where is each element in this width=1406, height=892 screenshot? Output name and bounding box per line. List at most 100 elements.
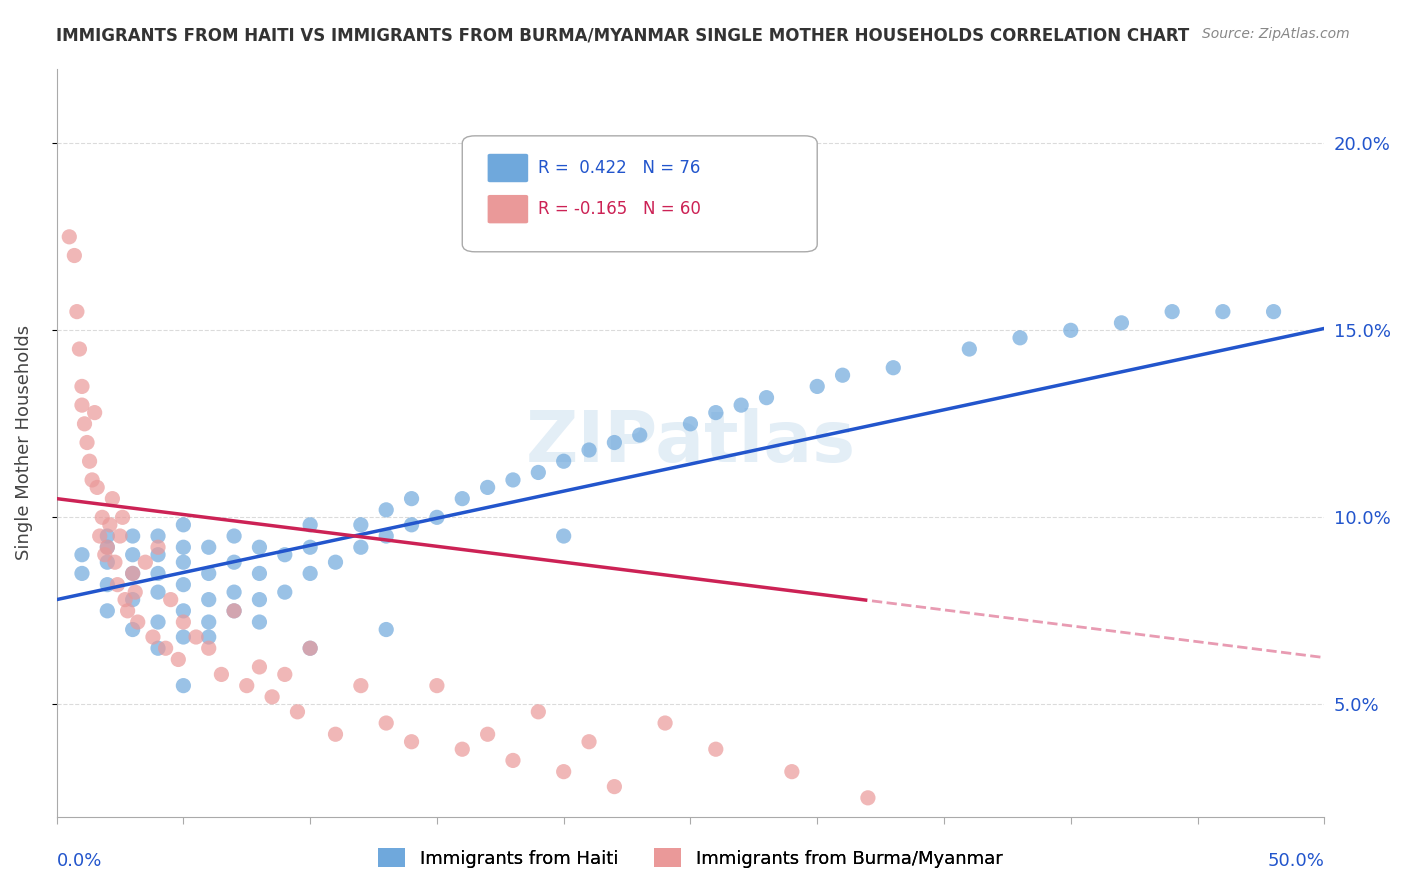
Text: R =  0.422   N = 76: R = 0.422 N = 76 <box>538 159 700 177</box>
Point <box>299 566 322 581</box>
Point <box>172 517 194 532</box>
Point <box>172 541 194 555</box>
Point <box>299 641 322 656</box>
Point <box>1212 304 1234 318</box>
Point <box>426 679 449 693</box>
Point <box>350 517 373 532</box>
Point <box>222 555 245 569</box>
Point <box>236 679 259 693</box>
Point <box>603 780 626 794</box>
Point <box>222 585 245 599</box>
FancyBboxPatch shape <box>488 153 529 182</box>
Point <box>477 727 499 741</box>
Point <box>70 398 93 412</box>
Point <box>184 630 207 644</box>
Text: ZIPatlas: ZIPatlas <box>526 408 855 477</box>
Point <box>155 641 177 656</box>
Point <box>299 641 322 656</box>
Point <box>146 585 169 599</box>
Point <box>578 735 600 749</box>
Point <box>209 667 232 681</box>
Point <box>146 548 169 562</box>
Point <box>146 566 169 581</box>
Point <box>114 592 136 607</box>
Point <box>249 592 271 607</box>
Point <box>375 716 398 731</box>
Point <box>1008 331 1031 345</box>
Point <box>96 604 118 618</box>
Point <box>197 592 219 607</box>
Point <box>79 454 101 468</box>
Point <box>274 667 297 681</box>
Point <box>172 630 194 644</box>
Point <box>553 529 575 543</box>
Point <box>755 391 778 405</box>
Point <box>111 510 134 524</box>
Point <box>91 510 114 524</box>
Point <box>704 406 727 420</box>
Text: Source: ZipAtlas.com: Source: ZipAtlas.com <box>1202 27 1350 41</box>
Point <box>121 592 143 607</box>
Point <box>679 417 702 431</box>
Point <box>167 652 190 666</box>
Point <box>197 541 219 555</box>
Point <box>704 742 727 756</box>
Text: R = -0.165   N = 60: R = -0.165 N = 60 <box>538 200 702 219</box>
Point <box>856 790 879 805</box>
Text: IMMIGRANTS FROM HAITI VS IMMIGRANTS FROM BURMA/MYANMAR SINGLE MOTHER HOUSEHOLDS : IMMIGRANTS FROM HAITI VS IMMIGRANTS FROM… <box>56 27 1189 45</box>
Point <box>1161 304 1184 318</box>
Point <box>197 641 219 656</box>
Point <box>96 529 118 543</box>
Point <box>628 428 651 442</box>
Point <box>222 604 245 618</box>
Point <box>121 529 143 543</box>
Point <box>274 585 297 599</box>
Point <box>96 555 118 569</box>
Point <box>957 342 980 356</box>
Point <box>502 473 524 487</box>
Point <box>274 548 297 562</box>
Point <box>477 480 499 494</box>
Legend: Immigrants from Haiti, Immigrants from Burma/Myanmar: Immigrants from Haiti, Immigrants from B… <box>371 841 1010 875</box>
Point <box>287 705 309 719</box>
Point <box>121 566 143 581</box>
Point <box>76 435 98 450</box>
Point <box>375 623 398 637</box>
Point <box>108 529 131 543</box>
Point <box>451 491 474 506</box>
Point <box>172 577 194 591</box>
Point <box>222 604 245 618</box>
Point <box>299 541 322 555</box>
Point <box>730 398 752 412</box>
Point <box>197 630 219 644</box>
Point <box>63 248 86 262</box>
Point <box>401 735 423 749</box>
Point <box>426 510 449 524</box>
Point <box>780 764 803 779</box>
Point <box>502 754 524 768</box>
Point <box>325 555 347 569</box>
Point <box>67 342 90 356</box>
Point <box>146 615 169 629</box>
Point <box>96 577 118 591</box>
Point <box>882 360 904 375</box>
Point <box>831 368 853 383</box>
Point <box>146 541 169 555</box>
Point <box>121 566 143 581</box>
Point <box>527 466 550 480</box>
FancyBboxPatch shape <box>463 136 817 252</box>
Point <box>654 716 676 731</box>
Point <box>553 454 575 468</box>
Point <box>249 615 271 629</box>
Point <box>325 727 347 741</box>
Text: 0.0%: 0.0% <box>56 852 103 870</box>
Point <box>89 529 111 543</box>
Point <box>124 585 146 599</box>
Point <box>806 379 828 393</box>
Point <box>58 229 80 244</box>
Point <box>83 406 105 420</box>
Point <box>375 529 398 543</box>
Point <box>117 604 139 618</box>
Point <box>146 529 169 543</box>
Point <box>451 742 474 756</box>
